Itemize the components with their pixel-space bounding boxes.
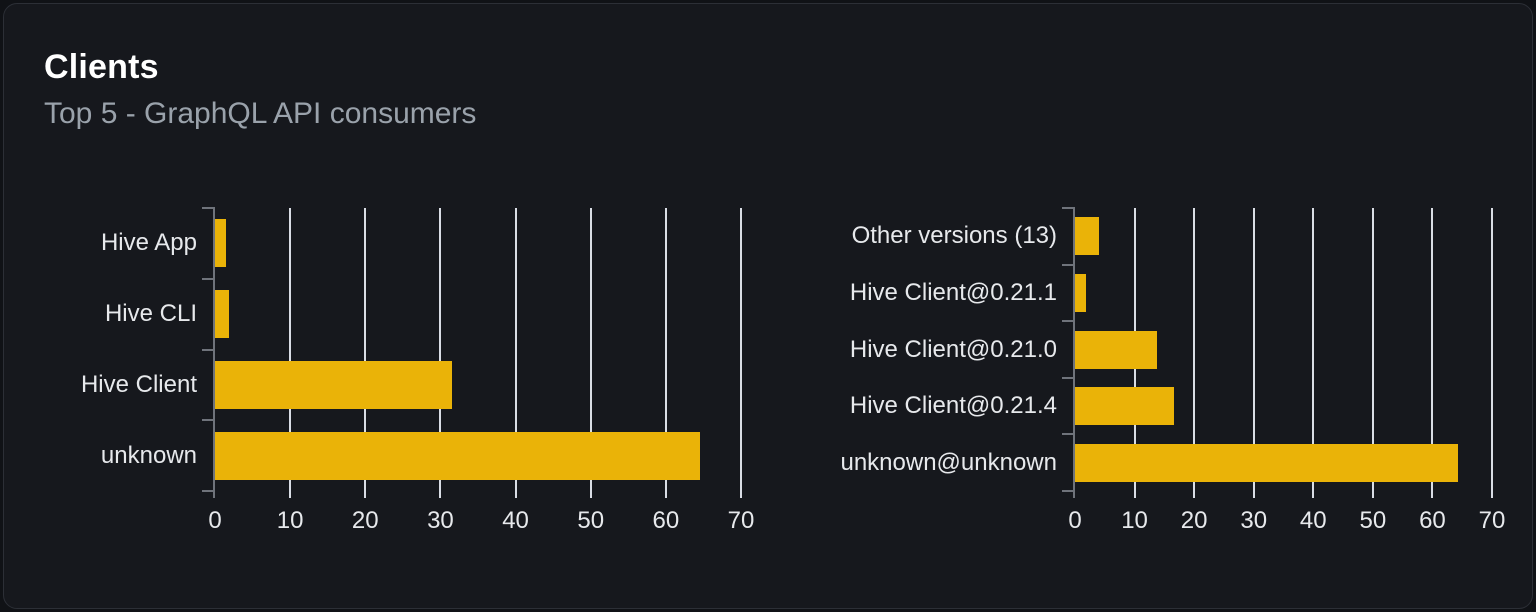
y-axis-tick — [1062, 263, 1075, 266]
category-label: Hive Client — [80, 370, 197, 398]
x-axis-tick-label: 30 — [427, 507, 454, 534]
card-title: Clients — [44, 48, 159, 86]
bar-clients-by-version-4[interactable] — [1075, 443, 1459, 482]
y-axis-tick — [202, 207, 215, 209]
x-gridline — [1491, 208, 1493, 498]
x-axis-tick-label: 70 — [1478, 507, 1506, 534]
y-axis-tick — [1062, 207, 1075, 209]
x-axis-tick-label: 20 — [351, 507, 379, 534]
category-label: Hive Client@0.21.4 — [849, 392, 1057, 420]
x-axis-tick-label: 10 — [276, 507, 304, 534]
y-axis-tick — [1062, 320, 1075, 323]
bar-clients-by-version-1[interactable] — [1075, 273, 1087, 312]
bar-clients-by-name-2[interactable] — [215, 360, 452, 409]
x-gridline — [1193, 208, 1196, 498]
y-axis-tick — [1062, 433, 1075, 436]
y-axis-tick — [202, 419, 215, 422]
x-axis-tick-label: 30 — [1240, 507, 1268, 534]
category-label: unknown — [100, 441, 197, 469]
x-gridline — [439, 208, 442, 498]
bar-clients-by-version-3[interactable] — [1075, 387, 1174, 426]
x-axis-tick-label: 0 — [1068, 507, 1082, 534]
x-gridline — [589, 208, 592, 498]
x-axis-zero-tick — [213, 491, 215, 498]
x-axis-tick-label: 60 — [652, 507, 680, 534]
x-axis-tick-label: 70 — [727, 507, 755, 534]
x-gridline — [1252, 208, 1255, 498]
category-label: unknown@unknown — [840, 448, 1057, 476]
x-gridline — [740, 208, 742, 498]
x-axis-tick-label: 50 — [577, 507, 605, 534]
y-axis-tick — [202, 348, 215, 351]
x-gridline — [364, 208, 367, 498]
card-subtitle: Top 5 - GraphQL API consumers — [44, 97, 477, 130]
y-axis-tick — [1062, 376, 1075, 379]
bar-clients-by-version-2[interactable] — [1075, 330, 1158, 369]
x-axis-tick-label: 50 — [1359, 507, 1387, 534]
bar-clients-by-name-0[interactable] — [215, 219, 226, 268]
x-gridline — [514, 208, 517, 498]
x-gridline — [664, 208, 667, 498]
x-gridline — [1371, 208, 1374, 498]
bar-clients-by-name-3[interactable] — [215, 431, 700, 480]
y-axis-tick — [202, 277, 215, 280]
category-label: Hive App — [100, 229, 197, 257]
clients-by-name-chart: Hive App Hive CLI Hive Client unknown 0 10 20 3… — [4, 4, 1532, 608]
y-axis-line — [1073, 208, 1075, 491]
clients-card: Clients Top 5 - GraphQL API consumers Hi… — [3, 3, 1533, 609]
x-axis-tick-label: 40 — [502, 507, 529, 534]
bar-clients-by-version-0[interactable] — [1075, 217, 1099, 256]
x-axis-tick-label: 0 — [208, 507, 222, 534]
x-axis-zero-tick — [1073, 491, 1075, 498]
clients-by-version-chart: Other versions (13) Hive Client@0.21.1 Hiv… — [4, 4, 1532, 608]
x-gridline — [1431, 208, 1434, 498]
x-axis-tick-label: 20 — [1180, 507, 1208, 534]
x-gridline — [289, 208, 292, 498]
category-label: Hive Client@0.21.1 — [849, 278, 1057, 306]
category-label: Hive CLI — [104, 300, 197, 328]
category-label: Hive Client@0.21.0 — [849, 335, 1057, 363]
x-axis-tick-label: 10 — [1121, 507, 1148, 534]
x-gridline — [1312, 208, 1315, 498]
y-axis-tick — [1062, 490, 1075, 492]
bar-clients-by-name-1[interactable] — [215, 290, 230, 339]
x-axis-tick-label: 60 — [1419, 507, 1446, 534]
x-axis-tick-label: 40 — [1299, 507, 1327, 534]
category-label: Other versions (13) — [851, 222, 1057, 250]
y-axis-tick — [202, 490, 215, 492]
